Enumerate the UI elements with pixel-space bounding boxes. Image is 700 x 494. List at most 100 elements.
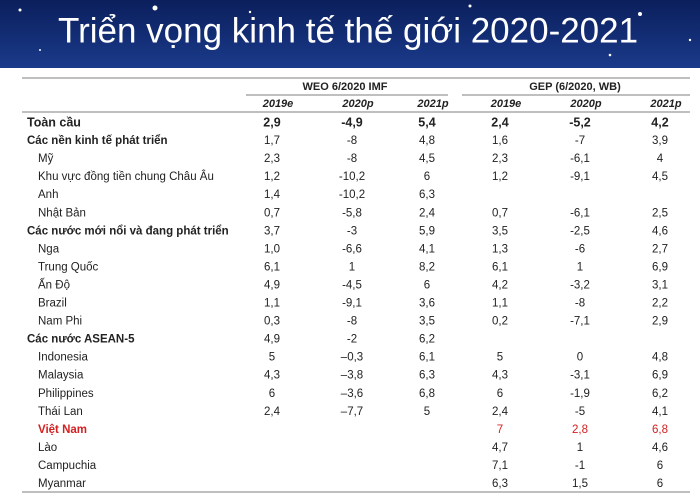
cell: -4,5 [342, 279, 362, 291]
cell: -10,2 [339, 189, 365, 201]
cell: 5,4 [418, 115, 435, 129]
cell: 1,5 [572, 478, 588, 490]
cell: -7 [575, 135, 585, 147]
cell: 5,9 [419, 225, 435, 237]
cell: 6,1 [264, 261, 280, 273]
cell: 2,9 [263, 115, 280, 129]
row-label: Các nền kinh tế phát triển [27, 135, 168, 147]
cell: 2,9 [652, 316, 668, 328]
cell: 3,5 [492, 225, 508, 237]
cell: 6,3 [492, 478, 508, 490]
cell: 1,1 [264, 298, 280, 310]
cell: 2,4 [491, 115, 508, 129]
year-header: 2020p [569, 98, 601, 110]
cell: -10,2 [339, 171, 365, 183]
group-header: WEO 6/2020 IMF [303, 81, 388, 93]
cell: 6,3 [419, 189, 435, 201]
cell: 4,6 [652, 225, 668, 237]
cell: 6,1 [492, 261, 508, 273]
row-label: Thái Lan [38, 406, 83, 418]
cell: 0,2 [492, 316, 508, 328]
year-header: 2020p [341, 98, 373, 110]
cell: 6,8 [419, 388, 435, 400]
cell: -9,1 [570, 171, 590, 183]
row-label: Mỹ [38, 153, 54, 165]
row-label: Nam Phi [38, 316, 82, 328]
cell: 4,1 [652, 406, 668, 418]
cell: -5 [575, 406, 585, 418]
cell: 1,6 [492, 135, 508, 147]
row-label: Các nước ASEAN-5 [27, 334, 135, 346]
cell: 6 [424, 279, 430, 291]
row-label: Trung Quốc [38, 261, 99, 273]
cell: 6,2 [419, 334, 435, 346]
year-header: 2019e [262, 98, 294, 110]
cell: 4,3 [492, 370, 508, 382]
cell: 4,9 [264, 279, 280, 291]
cell: 6 [657, 478, 663, 490]
cell: -6,6 [342, 243, 362, 255]
cell: 3,7 [264, 225, 280, 237]
cell: -5,8 [342, 207, 362, 219]
cell: 6 [424, 171, 430, 183]
cell: –0,3 [341, 352, 363, 364]
cell: 4,5 [419, 153, 435, 165]
cell: 8,2 [419, 261, 435, 273]
cell: 4,9 [264, 334, 280, 346]
row-label: Malaysia [38, 370, 84, 382]
stars [18, 4, 692, 57]
cell: 1,2 [264, 171, 280, 183]
cell: 4,6 [652, 442, 668, 454]
cell: 1,3 [492, 243, 508, 255]
cell: -6,1 [570, 207, 590, 219]
cell: 6,3 [419, 370, 435, 382]
row-label: Campuchia [38, 460, 97, 472]
cell: 0,7 [492, 207, 508, 219]
cell: 4,2 [651, 115, 668, 129]
cell: -8 [347, 316, 357, 328]
cell: 5 [269, 352, 275, 364]
row-label: Myanmar [38, 478, 86, 490]
cell: 7 [497, 424, 503, 436]
cell: 3,1 [652, 279, 668, 291]
cell: -6,1 [570, 153, 590, 165]
year-header: 2021p [649, 98, 681, 110]
cell: 4,7 [492, 442, 508, 454]
row-label: Brazil [38, 298, 67, 310]
cell: 3,5 [419, 316, 435, 328]
cell: 2,7 [652, 243, 668, 255]
row-label: Anh [38, 189, 58, 201]
cell: 5 [424, 406, 430, 418]
row-label: Ấn Độ [38, 278, 70, 291]
cell: 2,5 [652, 207, 668, 219]
cell: -2 [347, 334, 357, 346]
cell: 6 [497, 388, 503, 400]
cell: 4,2 [492, 279, 508, 291]
cell: 0,7 [264, 207, 280, 219]
cell: -6 [575, 243, 585, 255]
cell: 5 [497, 352, 503, 364]
cell: 1 [577, 261, 583, 273]
cell: 0 [577, 352, 583, 364]
cell: –3,8 [341, 370, 363, 382]
cell: 1,7 [264, 135, 280, 147]
cell: 2,2 [652, 298, 668, 310]
row-label: Nhật Bản [38, 207, 86, 219]
cell: 6 [269, 388, 275, 400]
year-header: 2019e [490, 98, 522, 110]
cell: 1,1 [492, 298, 508, 310]
cell: -8 [347, 135, 357, 147]
cell: -3 [347, 225, 357, 237]
cell: -4,9 [341, 115, 363, 129]
cell: 1,4 [264, 189, 281, 201]
cell: 0,3 [264, 316, 280, 328]
cell: 6,9 [652, 261, 668, 273]
cell: 1,2 [492, 171, 508, 183]
row-label: Các nước mới nổi và đang phát triển [27, 225, 229, 237]
cell: 1 [577, 442, 583, 454]
cell: -7,1 [570, 316, 590, 328]
row-label: Nga [38, 243, 60, 255]
cell: 3,6 [419, 298, 435, 310]
